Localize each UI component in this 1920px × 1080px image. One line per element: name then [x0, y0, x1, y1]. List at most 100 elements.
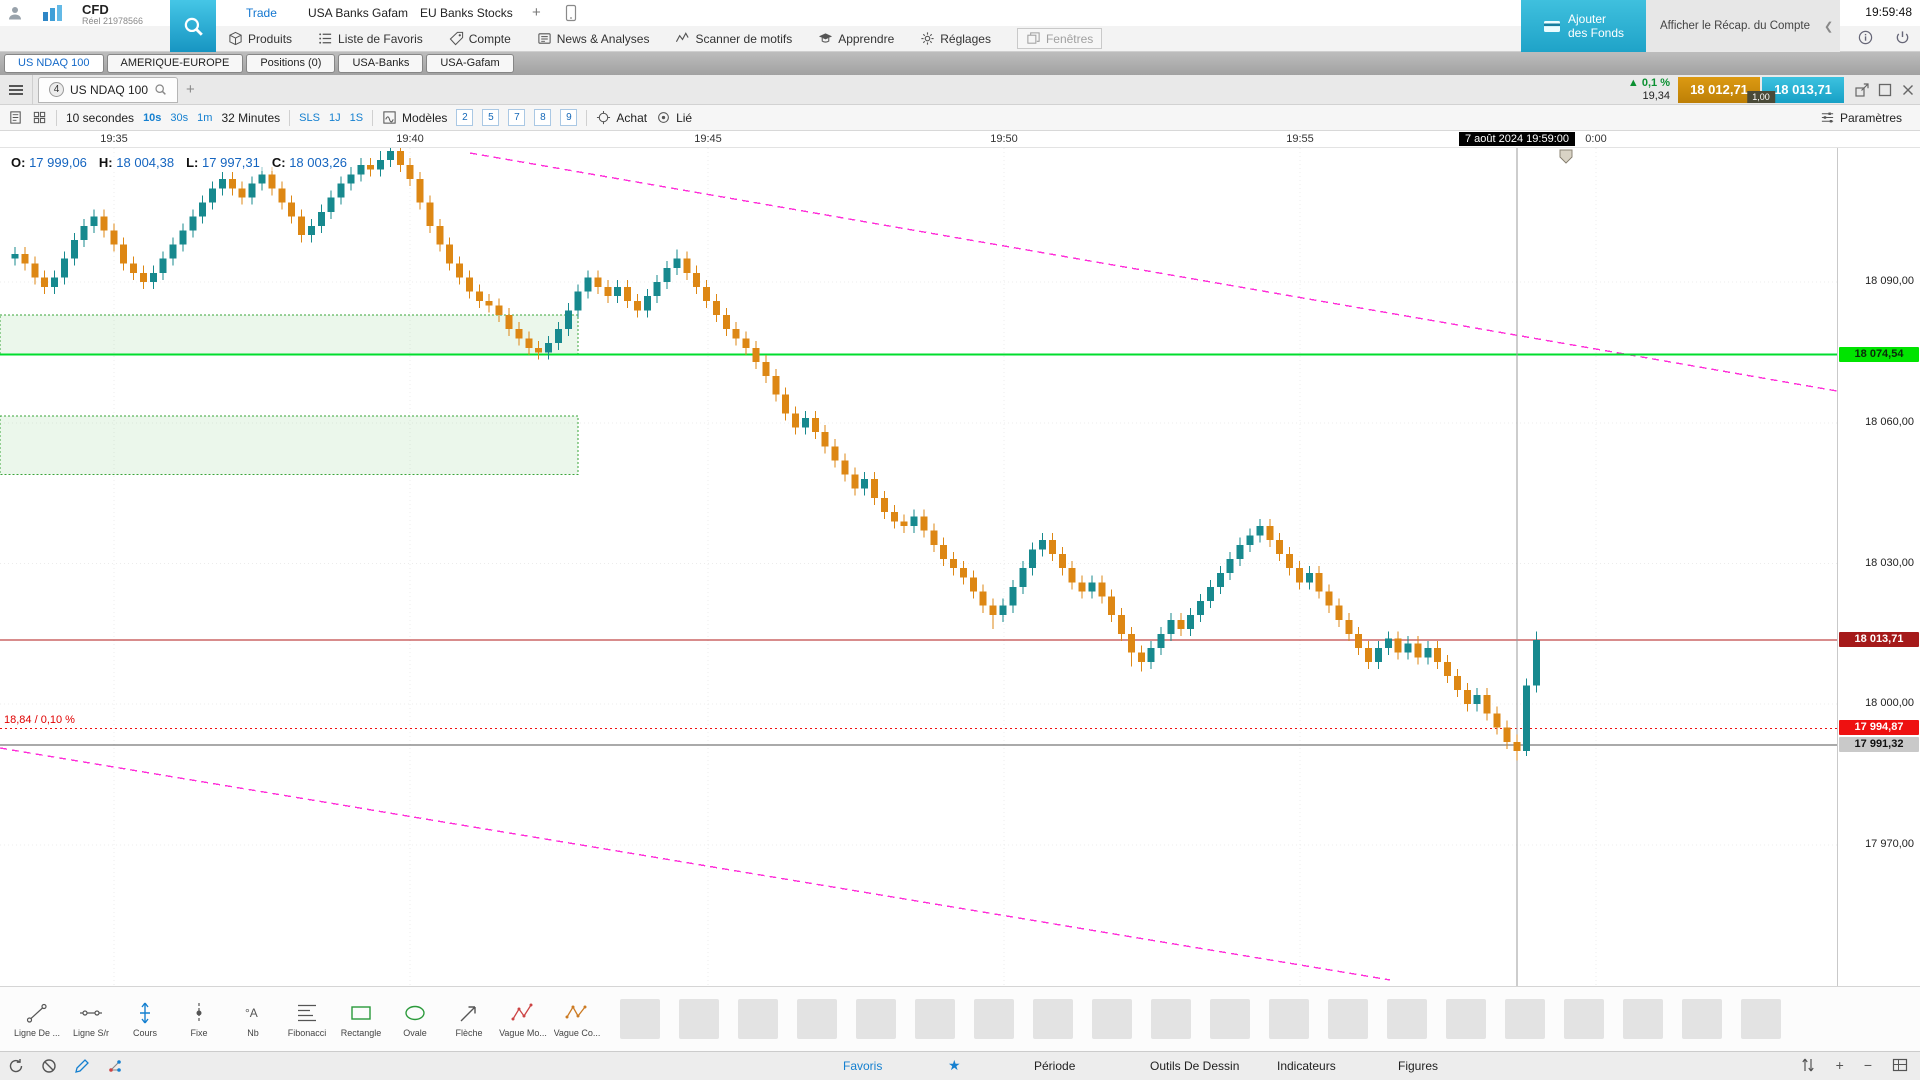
bottom-tab-outils-dessin[interactable]: Outils De Dessin: [1150, 1059, 1240, 1073]
time-cursor-handle[interactable]: [1559, 149, 1573, 164]
timeframe-selector[interactable]: 10 secondes: [66, 110, 135, 125]
quick-timeframe-10s[interactable]: 10s: [143, 111, 162, 124]
trendline[interactable]: [0, 747, 1391, 981]
drawn-zone[interactable]: [0, 415, 579, 475]
mobile-device-icon[interactable]: [564, 4, 578, 22]
template-slot-2[interactable]: 2: [456, 109, 474, 126]
maximize-window-icon[interactable]: [1877, 82, 1893, 98]
object-tree-icon[interactable]: [107, 1058, 123, 1074]
buy-mode-toggle[interactable]: Achat: [596, 110, 647, 125]
tool-motive-wave[interactable]: Vague Mo...: [496, 990, 550, 1048]
user-avatar-icon[interactable]: [7, 5, 23, 21]
candle-body: [1048, 540, 1056, 555]
candle-body: [288, 202, 296, 217]
menu-fenetres[interactable]: Fenêtres: [1016, 28, 1103, 49]
erase-block-icon[interactable]: [41, 1058, 57, 1074]
chart-menu-button[interactable]: [0, 74, 33, 105]
menu-compte[interactable]: Compte: [449, 31, 511, 46]
candle-body: [90, 216, 98, 226]
candle-body: [1286, 554, 1294, 569]
menu-reglages[interactable]: Réglages: [920, 31, 991, 46]
magnifier-icon[interactable]: [154, 83, 167, 96]
close-window-icon[interactable]: [1900, 82, 1916, 98]
vertical-line-dot-icon: [196, 1002, 202, 1023]
popout-window-icon[interactable]: [1854, 82, 1870, 98]
search-button[interactable]: [170, 0, 216, 52]
time-axis[interactable]: 19:35 19:40 19:45 19:50 19:55 0:00 7 août 2024…: [0, 131, 1920, 148]
add-funds-label-line2: des Fonds: [1567, 26, 1625, 40]
template-slot-5[interactable]: 5: [482, 109, 500, 126]
reset-undo-icon[interactable]: [8, 1058, 24, 1074]
template-slot-8[interactable]: 8: [534, 109, 552, 126]
tool-fibonacci[interactable]: Fibonacci: [280, 990, 334, 1048]
candle-body: [801, 418, 809, 428]
zoom-in-icon[interactable]: +: [1835, 1057, 1844, 1073]
period-1s[interactable]: 1S: [349, 111, 364, 124]
tool-trend-line[interactable]: Ligne De ...: [10, 990, 64, 1048]
workspace-tab-usa-gafam[interactable]: USA-Gafam: [426, 54, 514, 73]
add-funds-button[interactable]: Ajouter des Fonds: [1521, 0, 1646, 52]
pencil-edit-icon[interactable]: [74, 1058, 90, 1074]
favorites-star-icon[interactable]: ★: [948, 1057, 961, 1073]
data-sheet-icon[interactable]: [8, 110, 23, 125]
tool-fixed-line[interactable]: Fixe: [172, 990, 226, 1048]
info-icon[interactable]: [1858, 30, 1873, 45]
workspace-tab-us-ndaq-100[interactable]: US NDAQ 100: [4, 54, 104, 73]
layout-grid-icon[interactable]: [32, 110, 47, 125]
power-logout-icon[interactable]: [1895, 30, 1910, 45]
tool-corrective-wave[interactable]: Vague Co...: [550, 990, 604, 1048]
show-account-recap-link[interactable]: Afficher le Récap. du Compte: [1659, 20, 1810, 32]
new-chart-tab-button[interactable]: +: [186, 81, 195, 98]
candle-body: [841, 460, 849, 475]
instrument-symbol: US NDAQ 100: [70, 82, 149, 97]
linked-chart-toggle[interactable]: Lié: [656, 110, 692, 125]
buy-price-button[interactable]: 18 013,71: [1762, 76, 1844, 103]
chart-instrument-tab[interactable]: 4 US NDAQ 100: [38, 76, 179, 103]
candle-body: [890, 511, 898, 522]
templates-dropdown[interactable]: Modèles: [382, 110, 447, 125]
collapse-panel-arrow[interactable]: ❮: [1824, 20, 1834, 33]
quick-timeframe-30s[interactable]: 30s: [170, 111, 189, 124]
tool-text-note[interactable]: °A Nb: [226, 990, 280, 1048]
tool-rectangle[interactable]: Rectangle: [334, 990, 388, 1048]
tool-arrow[interactable]: Flèche: [442, 990, 496, 1048]
candle-body: [1256, 526, 1264, 536]
bottom-tab-favoris[interactable]: Favoris: [843, 1059, 883, 1073]
period-sls[interactable]: SLS: [299, 111, 320, 124]
menu-apprendre[interactable]: Apprendre: [818, 31, 894, 46]
menu-news-analyses[interactable]: News & Analyses: [537, 31, 649, 46]
workspace-tab-usa-banks[interactable]: USA-Banks: [338, 54, 424, 73]
watchlist-tab-usa-banks-gafam[interactable]: USA Banks Gafam: [308, 6, 409, 20]
resize-vertical-icon[interactable]: [1800, 1057, 1816, 1073]
tool-support-resistance-line[interactable]: Ligne S/r: [64, 990, 118, 1048]
template-slot-7[interactable]: 7: [508, 109, 526, 126]
new-watchlist-tab-button[interactable]: +: [532, 4, 541, 21]
bottom-tab-figures[interactable]: Figures: [1398, 1059, 1439, 1073]
candle-body: [485, 300, 493, 306]
chart-settings-button[interactable]: Paramètres: [1820, 110, 1902, 125]
sell-price-button[interactable]: 18 012,71: [1678, 76, 1760, 103]
workspace-tab-amerique-europe[interactable]: AMERIQUE-EUROPE: [106, 54, 244, 73]
watchlist-tab-eu-banks-stocks[interactable]: EU Banks Stocks: [420, 6, 513, 20]
bottom-tab-indicateurs[interactable]: Indicateurs: [1277, 1059, 1336, 1073]
workspace-tab-positions[interactable]: Positions (0): [246, 54, 336, 73]
quick-timeframe-1m[interactable]: 1m: [197, 111, 213, 124]
bottom-tab-periode[interactable]: Période: [1034, 1059, 1076, 1073]
candle-body: [51, 277, 59, 287]
menu-produits[interactable]: Produits: [228, 31, 292, 46]
trendline[interactable]: [469, 152, 1837, 392]
menu-scanner-motifs[interactable]: Scanner de motifs: [675, 31, 792, 46]
tool-ellipse[interactable]: Ovale: [388, 990, 442, 1048]
drawn-zone[interactable]: [0, 314, 579, 356]
menu-liste-favoris[interactable]: Liste de Favoris: [318, 31, 423, 46]
chart-plot-area[interactable]: O: 17 999,06 H: 18 004,38 L: 17 997,31 C…: [0, 148, 1837, 986]
period-1j[interactable]: 1J: [328, 111, 341, 124]
zoom-out-icon[interactable]: −: [1863, 1057, 1872, 1073]
trade-menu[interactable]: Trade: [246, 6, 277, 20]
candle-body: [693, 272, 701, 287]
price-axis[interactable]: 18 090,00 18 060,00 18 030,00 18 000,00 17 9…: [1837, 148, 1920, 986]
split-layout-icon[interactable]: [1892, 1057, 1908, 1073]
tool-price-marker[interactable]: Cours: [118, 990, 172, 1048]
template-slot-9[interactable]: 9: [560, 109, 578, 126]
separator: [56, 109, 57, 126]
